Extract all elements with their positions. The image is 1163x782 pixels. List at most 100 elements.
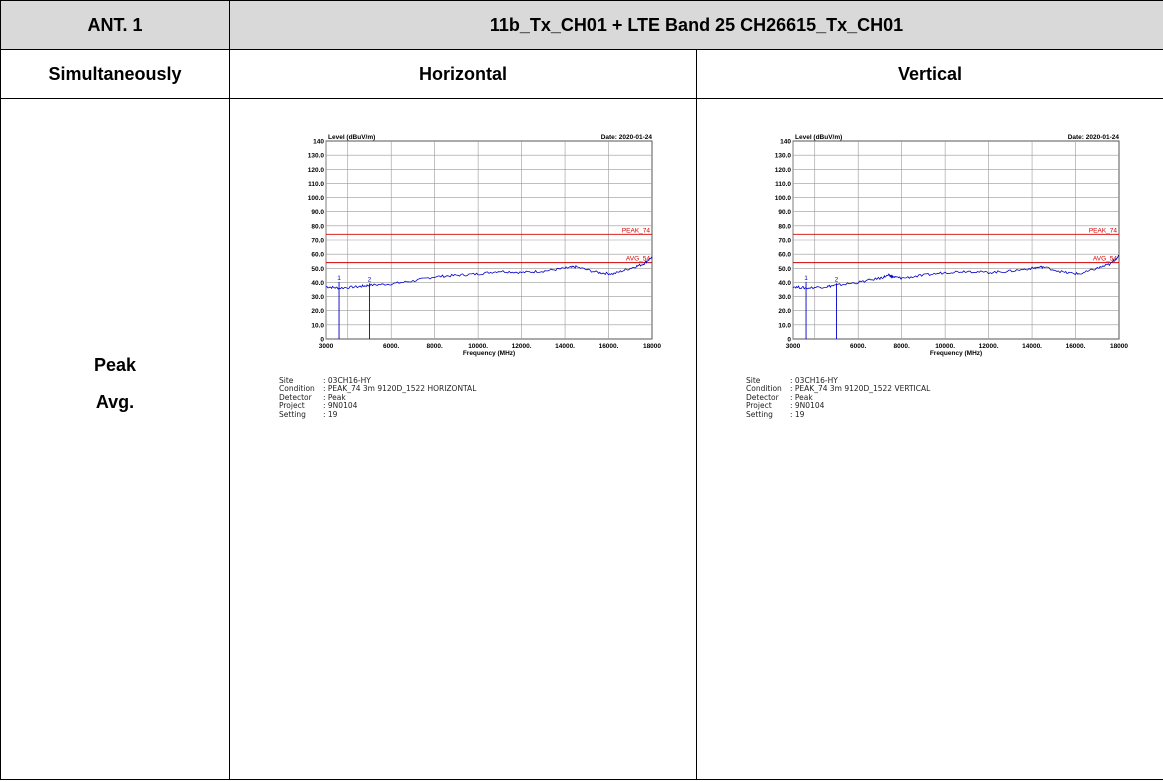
plot-info-key: Setting (279, 409, 306, 419)
plot-info-row: Setting : 19 (279, 409, 476, 419)
plot-info-value: : 03CH16-HY (790, 376, 838, 385)
x-tick-label: 16000. (1066, 343, 1086, 350)
marker-label: 2 (368, 276, 372, 283)
y-tick-label: 50.0 (311, 266, 324, 273)
y-axis-title: Level (dBuV/m) (795, 134, 842, 141)
avg-label: Avg. (95, 392, 135, 412)
x-tick-label: 3000 (786, 343, 801, 350)
plot-date: Date: 2020-01-24 (601, 134, 653, 141)
x-axis-title: Frequency (MHz) (463, 350, 515, 357)
plot-info-row: Setting : 19 (746, 409, 930, 419)
vertical-plot-wrap: 140 130.0 120.0 110.0 100.0 90.0 80.0 70.0 60.0 5… (697, 99, 1163, 779)
detector-cell: Peak Avg. (0, 98, 230, 780)
y-tick-label: 10.0 (778, 322, 791, 329)
plot-info-value: : 9N0104 (323, 401, 358, 411)
y-tick-label: 60.0 (778, 252, 791, 259)
plot-info-key: Detector (746, 392, 779, 402)
y-tick-label: 120.0 (775, 167, 792, 174)
x-tick-label: 3000 (319, 343, 334, 350)
marker-label: 2 (835, 276, 839, 283)
plot-info-row: Detector : Peak (279, 392, 476, 402)
peak-limit-label: PEAK_74 (1089, 227, 1118, 234)
plot-info-row: Condition : PEAK_74 3m 9120D_1522 HORIZON… (279, 384, 477, 394)
plot-info-key: Site (279, 376, 294, 385)
plot-info-value: : 19 (790, 409, 805, 419)
y-tick-label: 110.0 (775, 181, 791, 188)
y-tick-label: 70.0 (311, 238, 324, 245)
plot-info-key: Condition (279, 384, 315, 394)
avg-limit-label: AVG_54 (626, 256, 650, 263)
y-tick-label: 110.0 (308, 181, 324, 188)
horizontal-emission-plot: 140 130.0 1 20.0 110.0 100.0 90.0 80.0 70.0 60.0 5… (308, 134, 662, 357)
horizontal-header: Horizontal (229, 49, 697, 99)
plot-info-key: Site (746, 376, 761, 385)
plot-info-value: : Peak (790, 392, 813, 402)
y-tick-label: 0 (320, 337, 324, 344)
plot-info-key: Project (746, 401, 772, 411)
y-tick-label: 140 (780, 139, 791, 146)
y-tick-label: 100.0 (775, 195, 792, 202)
y-axis-title: Level (dBuV/m) (328, 134, 375, 141)
plot-info-value: : Peak (323, 392, 346, 402)
peak-limit-label: PEAK_74 (622, 227, 651, 234)
y-tick-label: 40.0 (778, 280, 791, 287)
vertical-plot-cell: 140 130.0 120.0 110.0 100.0 90.0 80.0 70.0 60.0 5… (696, 98, 1163, 780)
x-tick-label: 12000. (512, 343, 532, 350)
x-tick-label: 16000. (599, 343, 619, 350)
y-tick-label: 100.0 (308, 195, 325, 202)
y-tick-label: 50.0 (778, 266, 791, 273)
x-tick-label: 8000. (427, 343, 443, 350)
x-tick-label: 12000. (979, 343, 999, 350)
y-tick-label: 20.0 (778, 308, 791, 315)
horizontal-plot-wrap: 140 130.0 1 20.0 110.0 100.0 90.0 80.0 70.0 60.0 5… (230, 99, 696, 779)
simultaneously-header: Simultaneously (0, 49, 230, 99)
x-tick-label: 18000 (1110, 343, 1128, 350)
x-axis-title: Frequency (MHz) (930, 350, 982, 357)
plot-info-value: : 9N0104 (790, 401, 825, 411)
y-tick-label: 10.0 (311, 322, 324, 329)
horizontal-plot-cell: 140 130.0 1 20.0 110.0 100.0 90.0 80.0 70.0 60.0 5… (229, 98, 697, 780)
avg-limit-label: AVG_54 (1093, 256, 1117, 263)
plot-info-key: Project (279, 401, 305, 411)
test-title-header: 11b_Tx_CH01 + LTE Band 25 CH26615_Tx_CH0… (229, 0, 1163, 50)
ant-header: ANT. 1 (0, 0, 230, 50)
plot-info-value: : 19 (323, 409, 338, 419)
x-tick-label: 14000. (1022, 343, 1042, 350)
x-tick-label: 18000 (643, 343, 661, 350)
plot-info-key: Setting (746, 409, 773, 419)
y-tick-label: 90.0 (778, 209, 791, 216)
plot-info-row: Detector : Peak (746, 392, 930, 402)
y-tick-label: 70.0 (778, 238, 791, 245)
y-tick-label: 30.0 (311, 294, 324, 301)
plot-info-row: Site : 03CH16-HY (746, 376, 930, 385)
y-tick-label: 90.0 (311, 209, 324, 216)
y-tick-label: 80.0 (778, 223, 791, 230)
plot-info-key: Detector (279, 392, 312, 402)
vertical-plot-info: Site : 03CH16-HY Condition : PEAK_74 3m 912… (746, 376, 931, 419)
plot-info-value: : PEAK_74 3m 9120D_1522 HORIZONTAL (323, 384, 477, 394)
y-tick-label: 130.0 (775, 153, 792, 160)
y-tick-label: 20.0 (311, 308, 324, 315)
x-tick-label: 10000. (935, 343, 955, 350)
y-tick-label: 140 (313, 139, 324, 146)
y-tick-label: 130.0 (308, 153, 325, 160)
y-tick-label: 80.0 (311, 223, 324, 230)
x-tick-label: 10000. (468, 343, 488, 350)
marker-label: 1 (337, 275, 341, 282)
y-tick-label: 40.0 (311, 280, 324, 287)
plot-info-row: Condition : PEAK_74 3m 9120D_1522 VERTICA… (746, 384, 931, 394)
horizontal-plot-info: Site : 03CH16-HY Condition : PEAK_74 3m 912… (279, 376, 477, 419)
plot-info-key: Condition (746, 384, 782, 394)
x-tick-label: 6000. (383, 343, 399, 350)
vertical-emission-plot: 140130.0120.0110.0100.090.080.070.060.05… (775, 134, 1129, 357)
plot-info-value: : PEAK_74 3m 9120D_1522 VERTICAL (790, 384, 931, 394)
plot-info-row: Project : 9N0104 (279, 401, 476, 411)
y-tick-label: 60.0 (311, 252, 324, 259)
plot-info-row: Project : 9N0104 (746, 401, 930, 411)
vertical-header: Vertical (696, 49, 1163, 99)
plot-info-row: Site : 03CH16-HY (279, 376, 476, 385)
plot-info-value: : 03CH16-HY (323, 376, 371, 385)
x-tick-label: 6000. (850, 343, 866, 350)
marker-label: 1 (804, 275, 808, 282)
